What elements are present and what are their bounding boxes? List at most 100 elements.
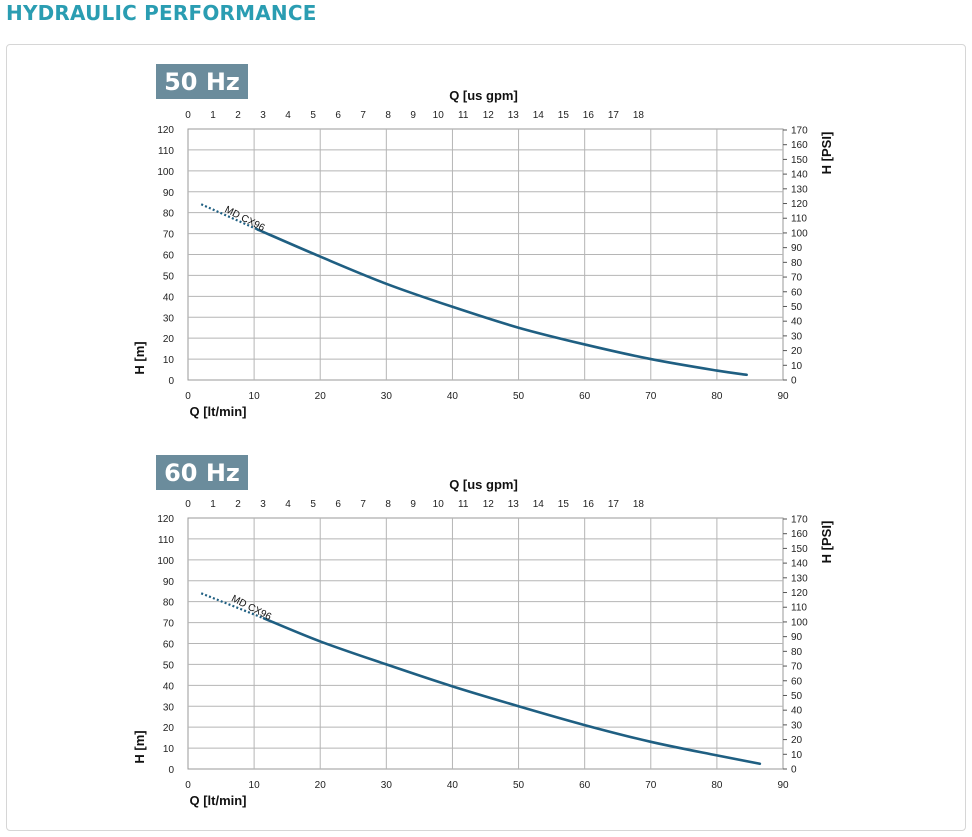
top-tick-label: 13	[508, 499, 520, 510]
y-tick-label: 20	[163, 334, 175, 345]
y-tick-label: 110	[158, 535, 174, 546]
y-tick-label: 50	[163, 271, 175, 282]
right-tick-label: 120	[791, 588, 808, 599]
section-title: HYDRAULIC PERFORMANCE	[6, 1, 317, 25]
right-tick-label: 80	[791, 258, 803, 269]
y-tick-label: 110	[158, 146, 174, 157]
x-tick-label: 50	[513, 391, 525, 402]
chart-panel	[6, 44, 966, 831]
top-tick-label: 18	[633, 499, 645, 510]
x-tick-label: 80	[711, 391, 723, 402]
right-tick-label: 20	[791, 735, 803, 746]
right-tick-label: 120	[791, 199, 808, 210]
right-tick-label: 40	[791, 317, 803, 328]
top-tick-label: 11	[458, 110, 469, 121]
right-tick-label: 30	[791, 720, 803, 731]
x-tick-label: 90	[777, 780, 789, 791]
right-tick-label: 160	[791, 529, 808, 540]
right-tick-label: 130	[791, 184, 808, 195]
top-tick-label: 1	[210, 110, 216, 121]
right-tick-label: 100	[791, 617, 808, 628]
x-tick-label: 70	[645, 780, 657, 791]
y-axis-title-right: H [PSI]	[819, 521, 834, 564]
y-tick-label: 0	[168, 765, 174, 776]
right-tick-label: 160	[791, 140, 808, 151]
y-axis-title-left: H [m]	[132, 730, 147, 763]
right-tick-label: 90	[791, 243, 803, 254]
top-tick-label: 4	[285, 110, 291, 121]
top-tick-label: 13	[508, 110, 520, 121]
right-tick-label: 60	[791, 676, 803, 687]
top-tick-label: 14	[533, 110, 545, 121]
x-tick-label: 10	[249, 780, 261, 791]
series-line	[262, 617, 762, 766]
y-tick-label: 30	[163, 313, 175, 324]
top-tick-label: 6	[335, 499, 341, 510]
x-tick-label: 70	[645, 391, 657, 402]
top-tick-label: 9	[410, 499, 416, 510]
right-tick-label: 150	[791, 544, 808, 555]
x-axis-title-bottom: Q [lt/min]	[189, 404, 246, 419]
right-tick-label: 150	[791, 155, 808, 166]
right-tick-label: 30	[791, 331, 803, 342]
x-tick-label: 40	[447, 391, 459, 402]
top-tick-label: 17	[608, 110, 620, 121]
right-tick-label: 170	[791, 514, 808, 525]
x-tick-label: 60	[579, 780, 591, 791]
y-tick-label: 10	[163, 355, 175, 366]
top-tick-label: 12	[483, 110, 495, 121]
y-tick-label: 120	[157, 125, 174, 136]
right-tick-label: 110	[791, 214, 807, 225]
right-tick-label: 10	[791, 361, 803, 372]
right-tick-label: 70	[791, 662, 803, 673]
x-tick-label: 80	[711, 780, 723, 791]
x-tick-label: 30	[381, 391, 393, 402]
right-tick-label: 40	[791, 706, 803, 717]
right-tick-label: 90	[791, 632, 803, 643]
x-axis-title-top: Q [us gpm]	[449, 477, 518, 492]
top-tick-label: 3	[260, 499, 266, 510]
right-tick-label: 140	[791, 559, 808, 570]
top-tick-label: 8	[385, 110, 391, 121]
y-tick-label: 20	[163, 723, 175, 734]
y-tick-label: 60	[163, 640, 175, 651]
top-tick-label: 0	[185, 499, 191, 510]
x-tick-label: 20	[315, 391, 327, 402]
y-tick-label: 30	[163, 702, 175, 713]
top-tick-label: 5	[310, 110, 316, 121]
top-tick-label: 0	[185, 110, 191, 121]
right-tick-label: 20	[791, 346, 803, 357]
x-tick-label: 50	[513, 780, 525, 791]
x-axis-title-bottom: Q [lt/min]	[189, 793, 246, 808]
top-tick-label: 9	[410, 110, 416, 121]
top-tick-label: 16	[583, 499, 595, 510]
y-tick-label: 50	[163, 660, 175, 671]
right-tick-label: 10	[791, 750, 803, 761]
right-tick-label: 70	[791, 273, 803, 284]
x-tick-label: 30	[381, 780, 393, 791]
right-tick-label: 50	[791, 302, 803, 313]
y-tick-label: 90	[163, 188, 175, 199]
right-tick-label: 170	[791, 125, 808, 136]
x-tick-label: 0	[185, 780, 191, 791]
right-tick-label: 60	[791, 287, 803, 298]
x-tick-label: 10	[249, 391, 261, 402]
top-tick-label: 16	[583, 110, 595, 121]
y-tick-label: 10	[163, 744, 175, 755]
top-tick-label: 18	[633, 110, 645, 121]
top-tick-label: 6	[335, 110, 341, 121]
series-line-dashed	[200, 203, 258, 231]
y-tick-label: 100	[157, 556, 174, 567]
right-tick-label: 110	[791, 603, 807, 614]
right-tick-label: 140	[791, 170, 808, 181]
top-tick-label: 1	[210, 499, 216, 510]
top-tick-label: 8	[385, 499, 391, 510]
top-tick-label: 15	[558, 499, 570, 510]
y-tick-label: 90	[163, 577, 175, 588]
right-tick-label: 0	[791, 765, 797, 776]
x-axis-title-top: Q [us gpm]	[449, 88, 518, 103]
top-tick-label: 4	[285, 499, 291, 510]
y-axis-title-left: H [m]	[132, 341, 147, 374]
top-tick-label: 2	[235, 110, 241, 121]
